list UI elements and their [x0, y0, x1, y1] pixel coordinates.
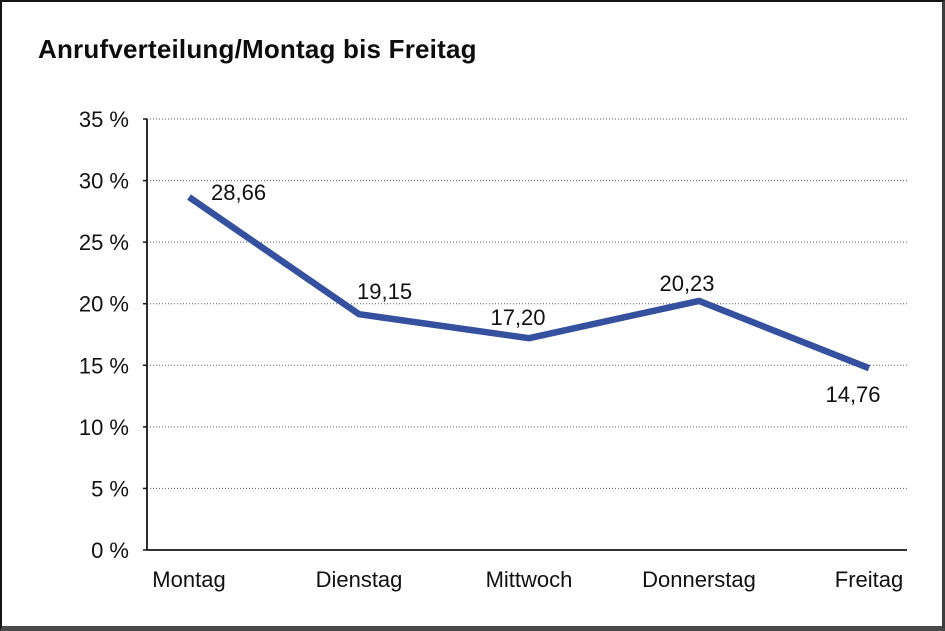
x-tick-label: Freitag: [835, 567, 903, 592]
x-tick-label: Dienstag: [316, 567, 403, 592]
y-tick-label: 0 %: [91, 538, 129, 563]
x-tick-label: Montag: [152, 567, 225, 592]
x-tick-label: Donnerstag: [642, 567, 756, 592]
y-tick-label: 30 %: [79, 169, 129, 194]
y-tick-label: 25 %: [79, 230, 129, 255]
data-label: 17,20: [490, 305, 545, 330]
y-tick-label: 35 %: [79, 107, 129, 132]
y-tick-label: 20 %: [79, 292, 129, 317]
data-label: 14,76: [825, 382, 880, 407]
data-label: 28,66: [211, 180, 266, 205]
data-label: 19,15: [357, 279, 412, 304]
data-line: [187, 194, 871, 372]
y-tick-label: 5 %: [91, 476, 129, 501]
data-label: 20,23: [659, 271, 714, 296]
y-tick-label: 15 %: [79, 353, 129, 378]
chart-title: Anrufverteilung/Montag bis Freitag: [38, 34, 477, 64]
x-tick-label: Mittwoch: [486, 567, 573, 592]
y-tick-label: 10 %: [79, 415, 129, 440]
